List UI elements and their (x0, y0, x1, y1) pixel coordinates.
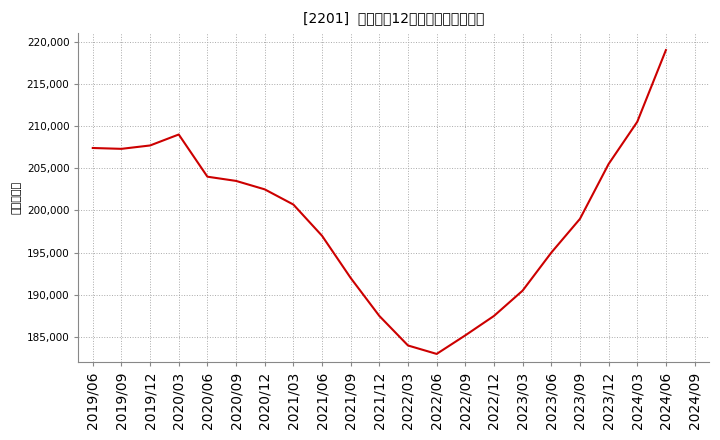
Title: [2201]  売上高の12か月移動合計の推移: [2201] 売上高の12か月移動合計の推移 (303, 11, 485, 25)
Y-axis label: （百万円）: （百万円） (11, 181, 21, 214)
